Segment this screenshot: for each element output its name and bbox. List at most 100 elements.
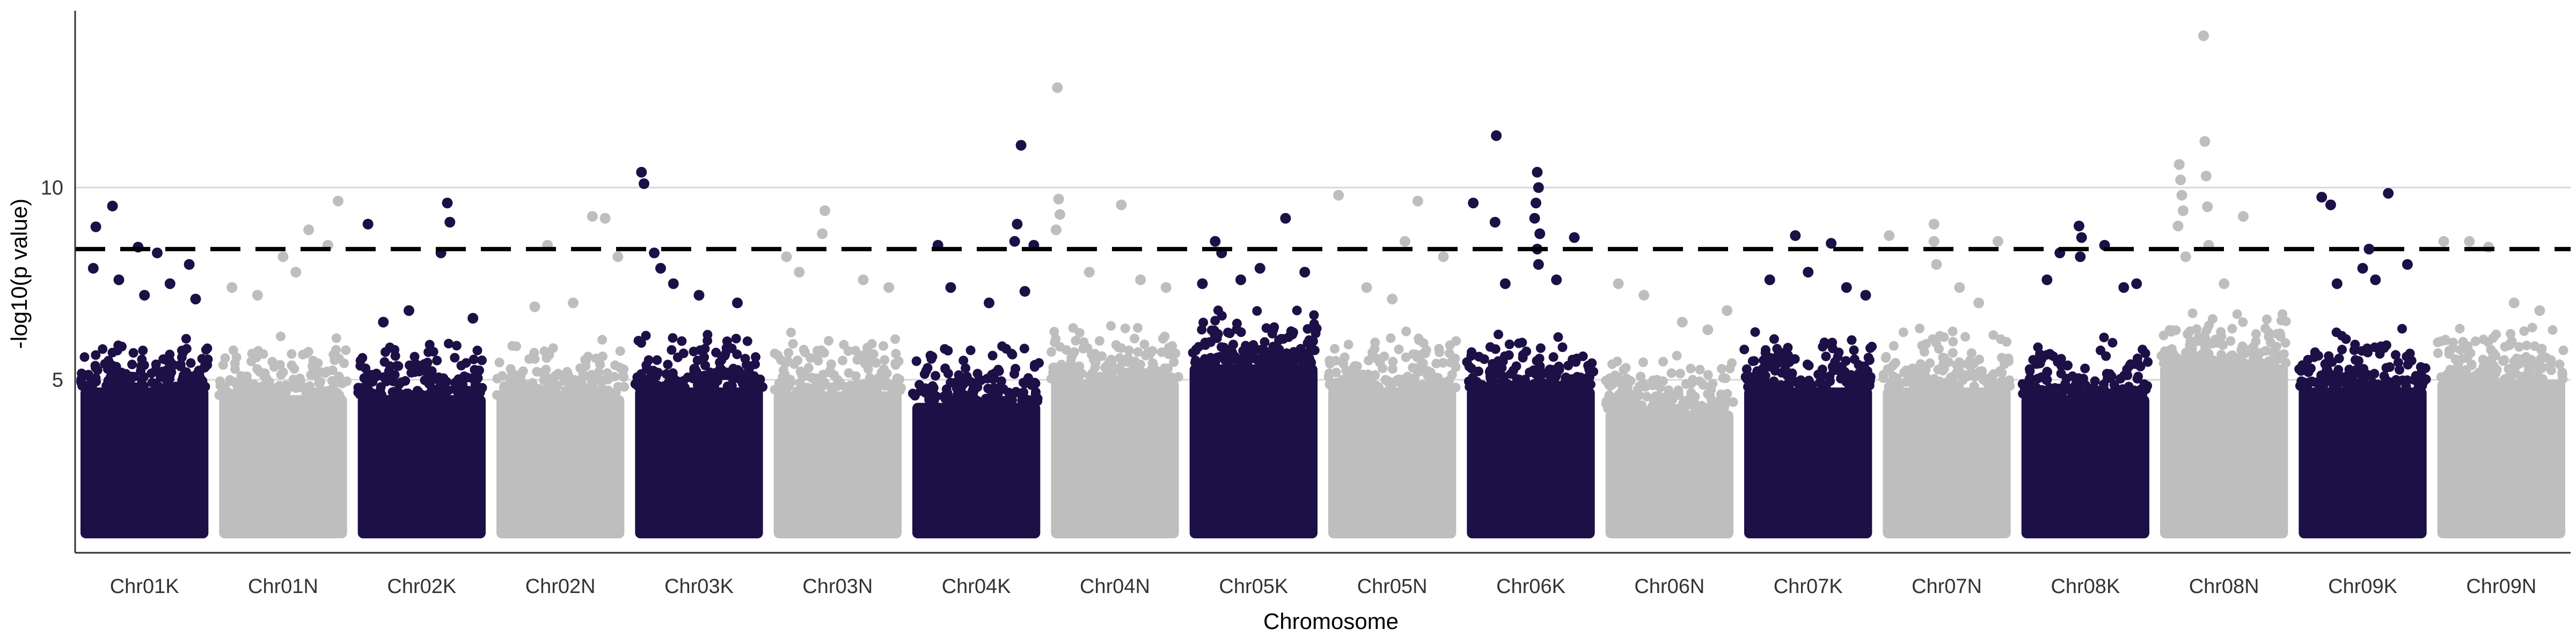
data-point bbox=[1904, 375, 1914, 385]
data-point bbox=[228, 345, 238, 355]
outlier-point bbox=[1841, 282, 1852, 293]
x-tick-label-Chr02N: Chr02N bbox=[525, 575, 596, 598]
data-point bbox=[2448, 338, 2458, 348]
data-point bbox=[946, 378, 956, 387]
data-point bbox=[158, 369, 169, 379]
outlier-point bbox=[1533, 259, 1544, 270]
data-point bbox=[1238, 346, 1248, 356]
data-point bbox=[458, 379, 468, 390]
point-cloud-Chr08K bbox=[2021, 395, 2149, 539]
data-point bbox=[400, 376, 411, 386]
data-point bbox=[2272, 350, 2282, 360]
data-point bbox=[1915, 359, 1926, 369]
data-point bbox=[974, 397, 984, 407]
data-point bbox=[1394, 345, 1404, 354]
outlier-point bbox=[378, 317, 389, 328]
outlier-point bbox=[333, 195, 343, 207]
data-point bbox=[84, 370, 93, 380]
data-point bbox=[2411, 371, 2421, 381]
data-point bbox=[880, 380, 890, 391]
data-point bbox=[1552, 368, 1562, 378]
data-point bbox=[151, 359, 161, 369]
data-point bbox=[2192, 336, 2202, 346]
data-point bbox=[1304, 347, 1314, 357]
data-point bbox=[1302, 338, 1313, 348]
outlier-point bbox=[529, 301, 540, 312]
data-point bbox=[77, 380, 87, 391]
data-point bbox=[2004, 375, 2015, 385]
point-cloud-Chr09K bbox=[2299, 387, 2427, 539]
data-point bbox=[1649, 397, 1659, 407]
outlier-point bbox=[1210, 236, 1221, 247]
data-point bbox=[1561, 372, 1571, 383]
data-point bbox=[287, 360, 297, 370]
data-point bbox=[1948, 326, 1958, 336]
data-point bbox=[569, 375, 580, 385]
data-point bbox=[630, 379, 640, 389]
data-point bbox=[1133, 323, 1143, 333]
data-point bbox=[1864, 355, 1875, 365]
data-point bbox=[1658, 356, 1668, 367]
data-point bbox=[2346, 372, 2357, 383]
data-point bbox=[1708, 378, 1718, 389]
data-point bbox=[1415, 367, 1425, 377]
data-point bbox=[2044, 388, 2054, 398]
data-point bbox=[1553, 332, 1563, 342]
data-point bbox=[1447, 370, 1457, 380]
data-point bbox=[1847, 335, 1857, 345]
data-point bbox=[174, 382, 185, 392]
data-point bbox=[940, 363, 950, 374]
data-point bbox=[1602, 397, 1613, 407]
data-point bbox=[1465, 382, 1475, 392]
outlier-point bbox=[2202, 201, 2213, 213]
data-point bbox=[755, 374, 765, 384]
data-point bbox=[1286, 326, 1296, 336]
data-point bbox=[1928, 334, 1937, 344]
data-point bbox=[1474, 352, 1484, 362]
data-point bbox=[1827, 338, 1838, 348]
outlier-point bbox=[2177, 205, 2189, 216]
data-point bbox=[2035, 358, 2045, 369]
data-point bbox=[2171, 325, 2181, 335]
data-point bbox=[553, 380, 563, 391]
data-point bbox=[1160, 331, 1170, 341]
data-point bbox=[587, 370, 597, 380]
outlier-point bbox=[568, 297, 579, 309]
data-point bbox=[989, 390, 999, 400]
chromosome-Chr05N bbox=[1323, 189, 1461, 539]
data-point bbox=[220, 353, 230, 363]
data-point bbox=[1769, 376, 1779, 386]
outlier-point bbox=[1015, 140, 1027, 151]
data-point bbox=[1628, 399, 1638, 409]
data-point bbox=[702, 330, 713, 340]
data-point bbox=[1637, 400, 1647, 411]
data-point bbox=[1046, 347, 1057, 357]
data-point bbox=[780, 358, 791, 368]
data-point bbox=[1451, 362, 1461, 372]
outlier-point bbox=[1387, 294, 1398, 305]
data-point bbox=[1019, 387, 1029, 397]
data-point bbox=[1188, 348, 1198, 358]
outlier-point bbox=[1235, 274, 1246, 286]
data-point bbox=[1960, 332, 1970, 342]
data-point bbox=[91, 350, 101, 360]
outlier-point bbox=[164, 278, 175, 289]
data-point bbox=[952, 391, 962, 400]
data-point bbox=[927, 396, 938, 406]
data-point bbox=[890, 334, 901, 344]
x-tick-label-Chr01N: Chr01N bbox=[248, 575, 318, 598]
data-point bbox=[700, 343, 710, 354]
data-point bbox=[423, 347, 434, 357]
data-point bbox=[1504, 350, 1514, 360]
data-point bbox=[1418, 358, 1428, 368]
data-point bbox=[429, 374, 440, 384]
data-point bbox=[672, 352, 683, 362]
data-point bbox=[281, 389, 290, 399]
data-point bbox=[1394, 374, 1404, 384]
x-tick-label-Chr03K: Chr03K bbox=[664, 575, 734, 598]
data-point bbox=[1605, 373, 1615, 383]
data-point bbox=[380, 347, 391, 357]
data-point bbox=[709, 379, 720, 389]
outlier-point bbox=[2464, 236, 2475, 247]
data-point bbox=[1747, 356, 1758, 367]
